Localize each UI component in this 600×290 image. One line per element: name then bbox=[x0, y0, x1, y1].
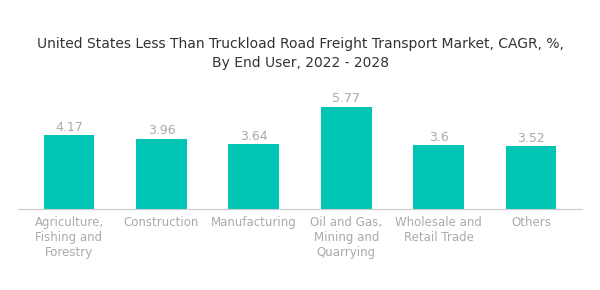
Text: 4.17: 4.17 bbox=[55, 121, 83, 134]
Bar bbox=[229, 144, 279, 209]
Bar bbox=[44, 135, 94, 209]
Text: 5.77: 5.77 bbox=[332, 92, 360, 105]
Text: 3.64: 3.64 bbox=[240, 130, 268, 143]
Bar bbox=[506, 146, 556, 209]
Bar bbox=[321, 106, 371, 209]
Bar bbox=[136, 139, 187, 209]
Text: 3.6: 3.6 bbox=[428, 131, 448, 144]
Text: 3.96: 3.96 bbox=[148, 124, 175, 137]
Title: United States Less Than Truckload Road Freight Transport Market, CAGR, %,
By End: United States Less Than Truckload Road F… bbox=[37, 37, 563, 70]
Text: 3.52: 3.52 bbox=[517, 132, 545, 145]
Bar bbox=[413, 145, 464, 209]
